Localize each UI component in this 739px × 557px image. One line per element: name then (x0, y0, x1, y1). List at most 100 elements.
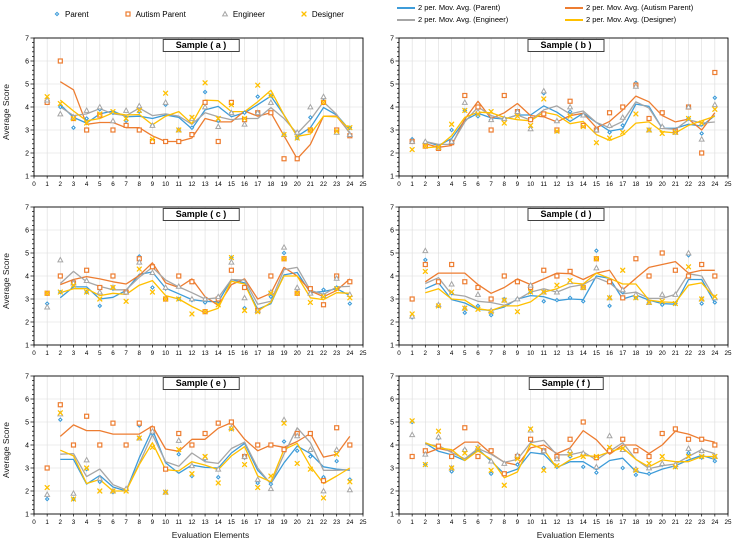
svg-text:3: 3 (72, 181, 76, 188)
svg-text:2: 2 (424, 350, 428, 357)
series-designer (44, 254, 353, 317)
svg-text:1: 1 (45, 181, 49, 188)
svg-text:5: 5 (463, 181, 467, 188)
mavg-line-designer (425, 442, 715, 479)
svg-text:1: 1 (410, 181, 414, 188)
svg-text:14: 14 (580, 181, 588, 188)
svg-text:8: 8 (503, 350, 507, 357)
svg-text:2: 2 (25, 150, 29, 157)
svg-text:22: 22 (685, 519, 693, 526)
subplot-b: 1 2 3 4 5 6 7 0 1 2 3 4 5 6 7 8 9 10 11 12 13 14 15 16 17 18 19 20 2… (371, 34, 739, 190)
svg-text:15: 15 (228, 350, 236, 357)
legend-label-autism-parent: Autism Parent (135, 9, 186, 19)
svg-text:3: 3 (437, 181, 441, 188)
series-designer (409, 96, 718, 153)
svg-text:1: 1 (45, 350, 49, 357)
y-axis-title-text: Average Score (1, 421, 11, 479)
series-autism_parent (44, 402, 353, 484)
svg-text:1: 1 (390, 511, 394, 518)
series-parent (44, 89, 353, 141)
svg-text:13: 13 (567, 181, 575, 188)
svg-text:1: 1 (25, 342, 29, 349)
svg-text:19: 19 (646, 350, 654, 357)
svg-text:5: 5 (463, 519, 467, 526)
svg-text:4: 4 (25, 104, 29, 111)
svg-text:16: 16 (241, 181, 249, 188)
series-designer (44, 410, 353, 502)
svg-text:21: 21 (307, 350, 315, 357)
y-axis-title-text: Average Score (1, 252, 11, 310)
svg-text:18: 18 (267, 181, 275, 188)
svg-text:10: 10 (162, 519, 170, 526)
svg-text:8: 8 (138, 181, 142, 188)
svg-text:2: 2 (59, 350, 63, 357)
svg-text:10: 10 (527, 519, 535, 526)
svg-text:0: 0 (32, 350, 36, 357)
svg-text:18: 18 (632, 350, 640, 357)
svg-text:15: 15 (593, 181, 601, 188)
svg-text:14: 14 (580, 350, 588, 357)
mavg-line-engineer (60, 427, 350, 491)
svg-text:20: 20 (294, 181, 302, 188)
series-engineer (43, 93, 354, 138)
series-autism_parent (409, 69, 718, 156)
legend-label-mavg-designer: 2 per. Mov. Avg. (Designer) (586, 15, 677, 24)
svg-text:22: 22 (320, 181, 328, 188)
svg-text:20: 20 (294, 350, 302, 357)
svg-text:9: 9 (516, 350, 520, 357)
svg-text:24: 24 (711, 350, 719, 357)
svg-text:20: 20 (659, 519, 667, 526)
svg-text:8: 8 (503, 519, 507, 526)
legend-label-engineer: Engineer (232, 9, 265, 19)
legend-label-mavg-engineer: 2 per. Mov. Avg. (Engineer) (418, 15, 509, 24)
svg-text:10: 10 (162, 181, 170, 188)
mavg-line-engineer (425, 273, 716, 306)
svg-text:25: 25 (724, 350, 732, 357)
svg-text:12: 12 (188, 181, 196, 188)
svg-text:10: 10 (527, 350, 535, 357)
svg-text:6: 6 (25, 227, 29, 234)
svg-text:4: 4 (450, 350, 454, 357)
svg-text:19: 19 (646, 519, 654, 526)
svg-text:2: 2 (390, 150, 394, 157)
svg-text:7: 7 (489, 350, 493, 357)
svg-text:11: 11 (175, 181, 182, 188)
svg-text:23: 23 (698, 519, 706, 526)
svg-text:3: 3 (390, 465, 394, 472)
designer-x-icon (299, 9, 309, 19)
svg-text:6: 6 (25, 396, 29, 403)
svg-text:7: 7 (489, 519, 493, 526)
svg-text:5: 5 (25, 81, 29, 88)
legend-item-mavg-engineer: 2 per. Mov. Avg. (Engineer) (397, 15, 565, 24)
legend-item-parent: Parent (52, 9, 89, 19)
svg-text:6: 6 (111, 181, 115, 188)
svg-text:24: 24 (711, 181, 719, 188)
legend-label-mavg-autism-parent: 2 per. Mov. Avg. (Autism Parent) (586, 3, 694, 12)
svg-text:22: 22 (685, 181, 693, 188)
svg-text:5: 5 (25, 419, 29, 426)
svg-text:19: 19 (281, 519, 289, 526)
subplot-grid: Average Score 1 2 3 4 5 6 7 0 1 2 3 4 5 6 7 8 9 10 11 12 13 1… (0, 34, 739, 550)
svg-text:25: 25 (724, 519, 732, 526)
svg-text:24: 24 (346, 181, 354, 188)
svg-text:18: 18 (267, 350, 275, 357)
plot-wrap-a: 1 2 3 4 5 6 7 0 1 2 3 4 5 6 7 8 9 10 11 12 13 14 15 16 17 18 19 20 2… (12, 34, 368, 190)
svg-text:24: 24 (346, 350, 354, 357)
mavg-parent-line-icon (397, 6, 415, 9)
svg-text:7: 7 (124, 350, 128, 357)
svg-text:2: 2 (59, 181, 63, 188)
svg-text:12: 12 (553, 181, 561, 188)
svg-text:1: 1 (410, 350, 414, 357)
svg-text:6: 6 (476, 181, 480, 188)
svg-text:1: 1 (390, 173, 394, 180)
svg-text:14: 14 (215, 519, 223, 526)
svg-text:7: 7 (124, 519, 128, 526)
svg-text:17: 17 (619, 519, 627, 526)
svg-text:23: 23 (698, 350, 706, 357)
svg-text:5: 5 (463, 350, 467, 357)
trendline-legend: 2 per. Mov. Avg. (Parent) 2 per. Mov. Av… (397, 3, 737, 24)
svg-text:4: 4 (390, 442, 394, 449)
